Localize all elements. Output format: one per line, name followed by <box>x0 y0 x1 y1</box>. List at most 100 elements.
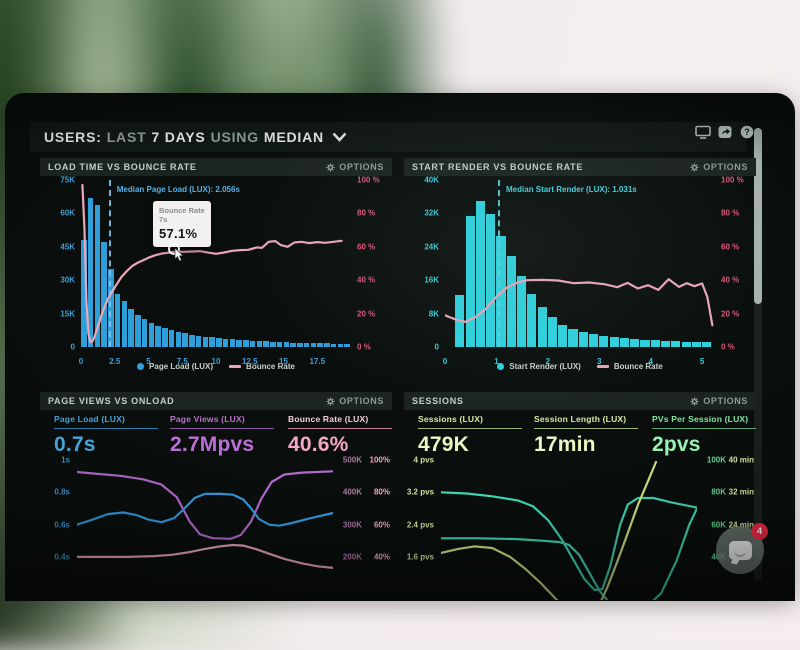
gear-icon <box>326 162 335 172</box>
histogram-bar <box>283 342 290 347</box>
panel-load-time-vs-bounce-rate: LOAD TIME VS BOUNCE RATE OPTIONS Median … <box>40 158 392 385</box>
axis-tick: 0 % <box>357 342 371 352</box>
options-button[interactable]: OPTIONS <box>326 162 384 172</box>
histogram-bar <box>671 341 681 347</box>
histogram-bar <box>216 338 222 347</box>
histogram-bar <box>202 336 209 347</box>
svg-text:?: ? <box>744 127 750 137</box>
chevron-down-icon <box>332 129 347 145</box>
histogram-bar <box>121 301 128 347</box>
histogram-bar <box>568 329 578 347</box>
axis-tick: 1 <box>494 357 499 366</box>
options-button[interactable]: OPTIONS <box>326 396 384 406</box>
options-button[interactable]: OPTIONS <box>690 162 748 172</box>
axis-tick: 4 <box>648 357 653 366</box>
gear-icon <box>690 162 699 172</box>
share-icon[interactable] <box>718 125 733 139</box>
histogram-bar <box>475 200 485 347</box>
histogram-bar <box>87 197 94 347</box>
chart-line <box>77 492 333 527</box>
chart-line <box>441 460 658 600</box>
line-swatch <box>229 365 242 368</box>
tooltip-title: Bounce Rate <box>159 206 205 215</box>
axis-tick: 16K <box>424 275 439 285</box>
histogram-bar <box>189 334 195 347</box>
histogram-bar <box>486 214 496 347</box>
scrollbar-track[interactable] <box>754 128 762 580</box>
panel-sessions: SESSIONS OPTIONS Sessions (LUX) 479K Ses… <box>404 392 756 600</box>
histogram-bar <box>249 340 256 347</box>
header-segment: MEDIAN <box>263 129 324 145</box>
tooltip-value: 57.1% <box>159 226 198 241</box>
axis-tick: 15 <box>279 357 288 366</box>
histogram-bar <box>344 343 350 347</box>
options-button[interactable]: OPTIONS <box>690 396 748 406</box>
axis-tick: 60 % <box>357 242 376 252</box>
histogram-bar <box>303 343 310 347</box>
scrollbar-thumb[interactable] <box>754 128 762 304</box>
histogram-bar <box>141 319 148 347</box>
histogram-bar <box>270 341 276 347</box>
median-line <box>108 180 111 347</box>
axis-tick: 100 % <box>721 175 744 185</box>
axis-tick: 80 % <box>721 208 740 218</box>
panel-header: LOAD TIME VS BOUNCE RATE OPTIONS <box>40 158 392 176</box>
axis-tick: 200K <box>342 552 362 562</box>
histogram-plot: Median Start Render (LUX): 1.031s <box>445 180 715 347</box>
tooltip: Bounce Rate 7s 57.1% <box>153 201 211 247</box>
axis-tick: 2 <box>545 357 551 366</box>
histogram-bar <box>517 276 527 347</box>
histogram-bar <box>155 325 161 347</box>
chart-line <box>77 543 333 570</box>
median-line <box>498 180 501 347</box>
line-plot <box>441 460 697 600</box>
mouse-cursor <box>174 247 184 267</box>
legend-item[interactable]: Bounce Rate <box>229 362 295 371</box>
notification-badge: 4 <box>751 523 768 540</box>
histogram-bar <box>681 341 691 347</box>
axis-tick: 32K <box>424 208 439 218</box>
axis-tick: 0.6s <box>54 520 70 530</box>
legend-item[interactable]: Start Render (LUX) <box>497 362 581 371</box>
header-actions: ? <box>695 125 754 139</box>
help-icon[interactable]: ? <box>740 125 754 139</box>
legend-item[interactable]: Bounce Rate <box>596 362 663 371</box>
chat-button[interactable]: 4 <box>716 523 768 574</box>
axis-tick: 1.6 pvs <box>406 552 434 562</box>
median-annotation-label: Median Start Render (LUX): 1.031s <box>506 185 637 194</box>
users-period-dropdown[interactable]: USERS: LAST 7 DAYS USING MEDIAN <box>44 129 347 145</box>
histogram-bar <box>162 328 168 347</box>
dot-swatch <box>497 363 505 370</box>
histogram-bar <box>599 335 609 347</box>
axis-tick: 0.4s <box>54 552 70 562</box>
axis-tick: 1s <box>61 455 70 465</box>
histogram-bar <box>243 340 249 347</box>
legend-item[interactable]: Page Load (LUX) <box>137 362 213 371</box>
panel-title: PAGE VIEWS VS ONLOAD <box>48 396 175 406</box>
histogram-bar <box>108 269 114 347</box>
stat-sessions: Sessions (LUX) 479K <box>418 414 522 457</box>
axis-tick: 7.5 <box>176 357 188 366</box>
histogram-bar <box>496 235 506 347</box>
histogram-plot: Median Page Load (LUX): 2.056s Bounce Ra… <box>81 180 351 347</box>
stat-pvs-per-session: PVs Per Session (LUX) 2pvs <box>652 414 756 457</box>
histogram-bar <box>578 331 588 347</box>
axis-tick: 100K <box>706 455 726 465</box>
histogram-bar <box>537 306 547 347</box>
dot-swatch <box>137 363 145 370</box>
chart-line <box>445 278 714 327</box>
axis-tick: 60K <box>711 520 726 530</box>
axis-tick: 2.4 pvs <box>406 520 434 530</box>
axis-tick: 17.5 <box>309 357 326 366</box>
histogram-bar <box>589 334 599 347</box>
histogram-bar <box>229 339 236 347</box>
histogram-bar <box>81 240 87 347</box>
axis-tick: 40K <box>424 175 439 185</box>
histogram-bar <box>182 333 188 347</box>
stat-bounce-rate: Bounce Rate (LUX) 40.6% <box>288 414 392 457</box>
axis-tick: 20 % <box>721 309 740 319</box>
axis-tick: 60% <box>373 520 390 530</box>
monitor-icon[interactable] <box>695 125 711 139</box>
histogram-bar <box>609 336 619 347</box>
header-segment: USERS: <box>44 129 102 145</box>
